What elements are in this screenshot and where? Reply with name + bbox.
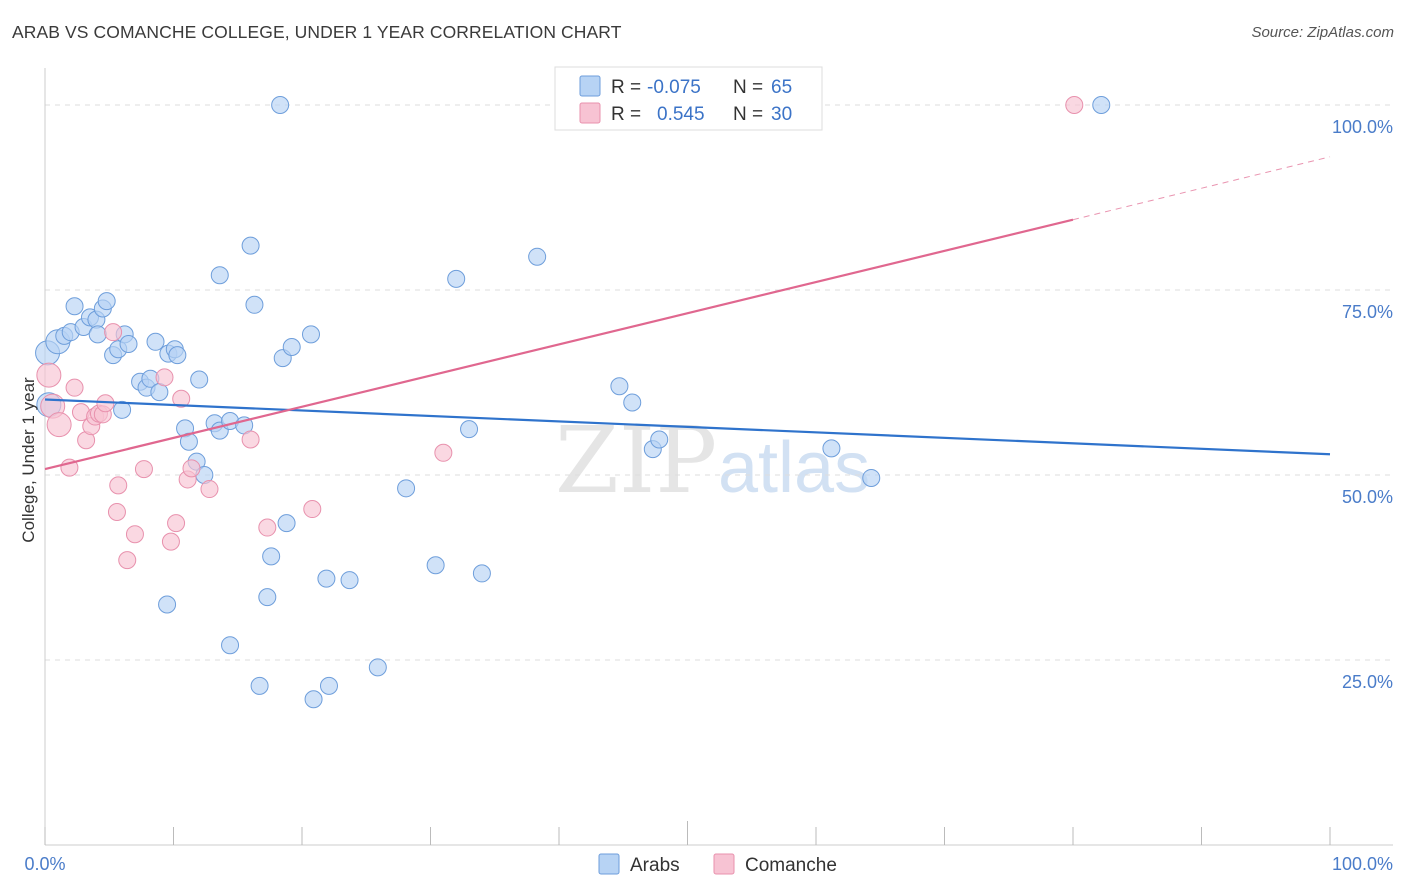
- data-point-comanche: [303, 500, 322, 519]
- data-point-arabs: [822, 439, 841, 458]
- data-point-comanche: [107, 503, 126, 521]
- data-point-arabs: [447, 269, 466, 288]
- data-point-arabs: [610, 377, 629, 396]
- legend-swatch-comanche: [579, 102, 601, 124]
- legend-n-label-comanche: N =: [733, 104, 763, 125]
- data-point-arabs: [250, 676, 269, 695]
- bottom-legend-swatch-arabs: [598, 853, 620, 875]
- data-point-arabs: [168, 346, 187, 365]
- stats-legend: R = -0.075 N = 65 R = 0.545 N = 30: [554, 66, 823, 131]
- legend-swatch-arabs: [579, 75, 601, 97]
- source-credit: Source: ZipAtlas.com: [1251, 24, 1394, 41]
- data-points: [35, 96, 1111, 709]
- x-tick-label-min: 0.0%: [24, 854, 65, 874]
- data-point-arabs: [623, 393, 642, 412]
- bottom-legend-label-arabs: Arabs: [630, 855, 680, 876]
- data-point-arabs: [241, 236, 260, 255]
- data-point-arabs: [528, 247, 547, 266]
- data-point-arabs: [368, 658, 387, 677]
- data-point-comanche: [118, 551, 137, 570]
- data-point-arabs: [301, 325, 320, 344]
- watermark-atlas: atlas: [718, 428, 870, 508]
- legend-n-label-arabs: N =: [733, 77, 763, 98]
- x-tick-label-max: 100.0%: [1332, 854, 1393, 874]
- data-point-comanche: [172, 389, 191, 408]
- data-point-arabs: [258, 588, 277, 607]
- data-point-comanche: [167, 514, 186, 533]
- data-point-comanche: [46, 412, 72, 438]
- data-point-arabs: [119, 335, 138, 354]
- data-point-arabs: [317, 569, 336, 588]
- legend-r-value-arabs: -0.075: [647, 77, 701, 98]
- data-point-arabs: [210, 266, 229, 285]
- data-point-arabs: [190, 370, 209, 389]
- trend-line-comanche: [44, 218, 1074, 471]
- bottom-legend-swatch-comanche: [713, 853, 735, 875]
- gridlines: [45, 104, 1393, 661]
- data-point-arabs: [65, 297, 84, 316]
- data-point-arabs: [262, 547, 281, 566]
- data-point-arabs: [650, 430, 669, 449]
- data-point-arabs: [221, 636, 240, 655]
- y-tick-label: 50.0%: [1342, 487, 1393, 507]
- data-point-comanche: [258, 518, 277, 537]
- data-point-arabs: [97, 292, 116, 311]
- axes: [44, 68, 1393, 846]
- data-point-arabs: [319, 676, 338, 695]
- data-point-comanche: [155, 368, 174, 387]
- data-point-comanche: [109, 476, 128, 495]
- bottom-legend-label-comanche: Comanche: [745, 855, 837, 876]
- data-point-arabs: [277, 514, 296, 533]
- series-legend: Arabs Comanche: [598, 853, 837, 876]
- data-point-arabs: [158, 595, 177, 614]
- data-point-arabs: [340, 571, 359, 590]
- data-point-arabs: [426, 556, 445, 575]
- data-point-arabs: [146, 332, 165, 351]
- data-point-arabs: [862, 468, 881, 487]
- trend-line-arabs: [44, 398, 1331, 456]
- data-point-arabs: [271, 96, 290, 114]
- data-point-comanche: [434, 443, 453, 462]
- data-point-arabs: [397, 479, 416, 498]
- data-point-comanche: [134, 460, 153, 479]
- chart-title: ARAB VS COMANCHE COLLEGE, UNDER 1 YEAR C…: [12, 22, 622, 42]
- trend-line-extension-comanche: [1072, 156, 1331, 221]
- y-tick-label: 25.0%: [1342, 672, 1393, 692]
- data-point-arabs: [113, 400, 132, 419]
- data-point-arabs: [1092, 96, 1111, 114]
- data-point-arabs: [88, 325, 107, 344]
- legend-r-label-arabs: R =: [611, 77, 641, 98]
- y-axis-label: College, Under 1 year: [19, 377, 38, 543]
- tick-labels: 25.0% 50.0% 75.0% 100.0% 0.0% 100.0%: [24, 117, 1393, 874]
- legend-n-value-arabs: 65: [771, 77, 792, 98]
- data-point-comanche: [36, 362, 62, 388]
- data-point-comanche: [182, 459, 201, 478]
- data-point-arabs: [460, 420, 479, 439]
- data-point-comanche: [200, 480, 219, 499]
- legend-r-value-comanche: 0.545: [657, 104, 705, 125]
- data-point-comanche: [125, 525, 144, 544]
- legend-r-label-comanche: R =: [611, 104, 641, 125]
- legend-n-value-comanche: 30: [771, 104, 792, 125]
- data-point-comanche: [1065, 96, 1084, 114]
- y-tick-label: 100.0%: [1332, 117, 1393, 137]
- data-point-arabs: [245, 295, 264, 314]
- data-point-arabs: [472, 564, 491, 583]
- data-point-comanche: [161, 532, 180, 551]
- data-point-comanche: [65, 378, 84, 397]
- y-tick-label: 75.0%: [1342, 302, 1393, 322]
- data-point-arabs: [304, 690, 323, 709]
- trend-lines: [44, 156, 1331, 471]
- data-point-comanche: [104, 323, 123, 342]
- data-point-arabs: [282, 337, 301, 356]
- data-point-comanche: [241, 430, 260, 449]
